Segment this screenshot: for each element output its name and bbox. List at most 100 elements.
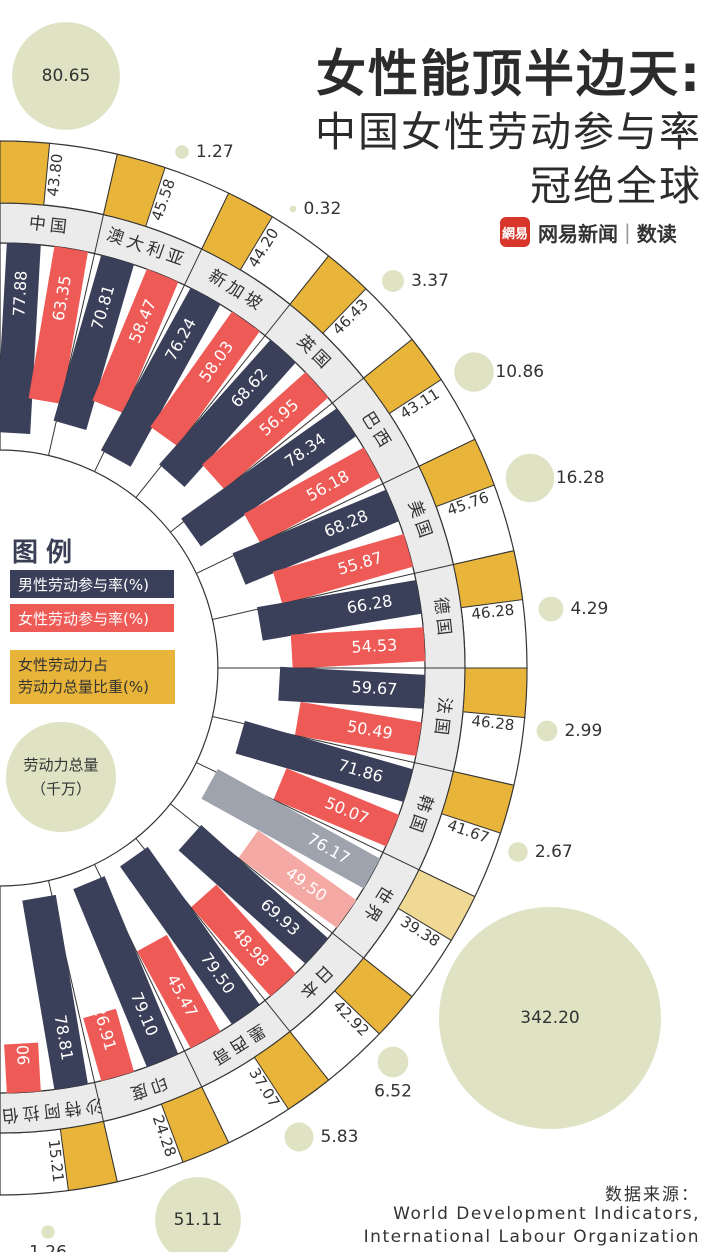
labor-bubble bbox=[289, 205, 297, 213]
female-bar bbox=[294, 701, 422, 756]
legend-labor-line-1: 劳动力总量 bbox=[23, 756, 99, 774]
labor-bubble bbox=[538, 596, 564, 622]
labor-value-label: 51.11 bbox=[174, 1210, 223, 1230]
share-label: 46.28 bbox=[471, 712, 516, 735]
female-bar bbox=[150, 311, 260, 447]
labor-bubble bbox=[41, 1225, 55, 1239]
brand-name: 网易新闻 bbox=[538, 221, 618, 246]
labor-bubble bbox=[377, 1046, 409, 1078]
legend-share: 女性劳动力占 劳动力总量比重(%) bbox=[10, 650, 175, 704]
share-fill bbox=[289, 255, 367, 335]
male-bar bbox=[0, 242, 41, 434]
title-line-2: 中国女性劳动参与率 bbox=[315, 108, 702, 156]
male-bar bbox=[73, 876, 179, 1068]
labor-value-label: 2.99 bbox=[564, 721, 602, 741]
female-bar bbox=[273, 768, 400, 847]
share-fill bbox=[59, 1120, 118, 1192]
female-bar bbox=[137, 934, 221, 1049]
share-fill bbox=[418, 438, 495, 508]
share-fill bbox=[253, 1030, 330, 1110]
labor-value-label: 1.27 bbox=[196, 142, 234, 162]
share-fill bbox=[201, 192, 274, 271]
share-fill bbox=[362, 338, 442, 415]
legend-female: 女性劳动参与率(%) bbox=[10, 604, 174, 632]
legend-labor-bubble: 劳动力总量 （千万） bbox=[6, 722, 116, 832]
brand: 網易 网易新闻 | 数读 bbox=[500, 216, 677, 248]
labor-value-label: 0.32 bbox=[303, 199, 341, 219]
labor-bubble bbox=[12, 22, 120, 130]
country-label: 法国 bbox=[430, 696, 455, 740]
female-bar bbox=[244, 447, 381, 544]
female-bar bbox=[290, 627, 426, 669]
male-bar bbox=[201, 768, 381, 889]
female-bar bbox=[83, 1008, 134, 1082]
male-bar bbox=[53, 254, 134, 431]
legend-title: 图例 bbox=[12, 538, 81, 568]
labor-value-label: 2.67 bbox=[535, 842, 573, 862]
source-label: 数据来源： bbox=[605, 1185, 700, 1205]
share-label: 46.28 bbox=[470, 601, 515, 624]
labor-bubble bbox=[175, 145, 189, 159]
male-value-label: 77.88 bbox=[9, 270, 31, 317]
legend-male: 男性劳动参与率(%) bbox=[10, 570, 174, 598]
female-bar bbox=[4, 1042, 41, 1094]
male-bar bbox=[22, 894, 88, 1090]
male-bar bbox=[120, 846, 260, 1025]
labor-bubble bbox=[155, 1177, 241, 1252]
labor-value-label: 342.20 bbox=[520, 1008, 579, 1028]
labor-bubble bbox=[284, 1122, 314, 1152]
female-bar bbox=[238, 830, 357, 928]
male-value-label: 59.67 bbox=[351, 677, 398, 699]
male-bar bbox=[178, 825, 329, 964]
share-fill bbox=[462, 667, 528, 719]
legend-share-line-2: 劳动力总量比重(%) bbox=[18, 678, 149, 696]
share-fill bbox=[397, 869, 476, 942]
labor-bubble bbox=[505, 453, 555, 503]
labor-value-label: 80.65 bbox=[42, 66, 91, 86]
female-value-label: 54.53 bbox=[351, 635, 398, 657]
male-bar bbox=[235, 720, 414, 802]
share-fill bbox=[160, 1086, 230, 1163]
legend-share-line-1: 女性劳动力占 bbox=[18, 656, 109, 674]
labor-bubble bbox=[508, 842, 528, 862]
female-bar bbox=[202, 372, 329, 490]
title-line-1: 女性能顶半边天: bbox=[316, 45, 702, 103]
male-bar bbox=[100, 287, 221, 467]
brand-sub: 数读 bbox=[636, 221, 677, 246]
labor-value-label: 6.52 bbox=[374, 1081, 412, 1101]
female-bar bbox=[28, 246, 88, 404]
share-fill bbox=[440, 770, 515, 834]
labor-bubble bbox=[439, 907, 661, 1129]
female-bar bbox=[92, 268, 179, 414]
male-bar bbox=[232, 489, 400, 585]
labor-bubble bbox=[536, 720, 558, 742]
share-fill bbox=[452, 550, 524, 609]
legend-labor-line-2: （千万） bbox=[30, 780, 91, 798]
male-bar bbox=[278, 666, 426, 709]
male-bar bbox=[181, 408, 357, 547]
labor-value-label: 5.83 bbox=[321, 1127, 359, 1147]
labor-value-label: 16.28 bbox=[556, 468, 605, 488]
labor-value-label: 10.86 bbox=[495, 362, 544, 382]
brand-separator: | bbox=[624, 220, 631, 244]
female-bar bbox=[191, 884, 296, 997]
labor-value-label: 3.37 bbox=[411, 271, 449, 291]
netease-logo-icon: 網易 bbox=[500, 217, 530, 247]
labor-bubble bbox=[381, 269, 405, 293]
male-bar bbox=[159, 339, 296, 488]
source-line-1: World Development Indicators, bbox=[393, 1204, 700, 1224]
country-label: 德国 bbox=[430, 596, 455, 640]
country-label: 中国 bbox=[28, 214, 72, 239]
labor-value-label: 1.26 bbox=[29, 1243, 67, 1252]
source-line-2: International Labour Organization bbox=[363, 1227, 700, 1247]
labor-value-label: 4.29 bbox=[570, 599, 608, 619]
share-fill bbox=[102, 153, 166, 228]
share-fill bbox=[333, 957, 413, 1035]
title-line-3: 冠绝全球 bbox=[530, 162, 702, 210]
male-bar bbox=[257, 580, 422, 641]
share-label: 15.21 bbox=[45, 1138, 68, 1183]
labor-bubble bbox=[454, 352, 494, 392]
share-fill bbox=[0, 140, 51, 206]
female-value-label: 20.06 bbox=[11, 1019, 33, 1066]
